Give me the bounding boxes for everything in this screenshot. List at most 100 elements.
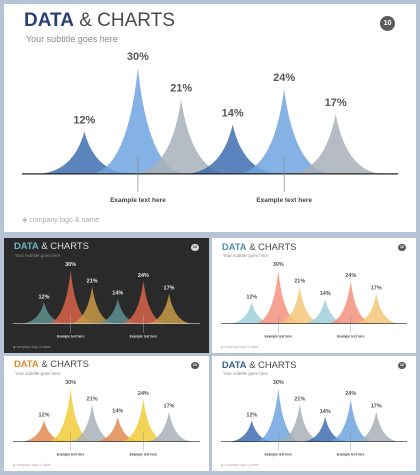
value-label-4: 14% (222, 107, 244, 119)
slide-main[interactable]: DATA & CHARTS Your subtitle goes here 10 12… (4, 4, 416, 232)
logo-text: company logo & name (29, 217, 99, 224)
value-label-5: 24% (138, 391, 149, 397)
annotation-text-1: Example text here (57, 453, 85, 457)
page-number-badge: 10 (380, 16, 395, 31)
spike-4 (93, 298, 143, 324)
slide-thumbnail-blue[interactable]: DATA & CHARTS Your subtitle goes here 10 12… (212, 356, 416, 471)
title-rest: & CHARTS (79, 10, 175, 31)
spike-6 (351, 293, 401, 324)
value-label-2: 30% (65, 262, 76, 268)
spike-3 (131, 99, 231, 174)
spike-2 (253, 270, 303, 324)
spike-1 (19, 420, 69, 442)
slide-subtitle: Your subtitle goes here (222, 370, 269, 376)
annotation-text-1: Example text here (265, 335, 293, 339)
value-label-5: 24% (345, 391, 356, 397)
value-label-4: 14% (320, 291, 331, 297)
title-bold-word: DATA (13, 240, 39, 252)
slide-thumbnail-pastel[interactable]: DATA & CHARTS Your subtitle goes here 10 12… (212, 238, 416, 353)
annotation-text-1: Example text here (57, 335, 85, 339)
value-label-2: 30% (127, 51, 149, 63)
spike-3 (275, 286, 325, 324)
annotation-text-2: Example text here (130, 453, 158, 457)
spike-6 (351, 411, 401, 442)
annotation-text-1: Example text here (110, 197, 166, 204)
title-bold-word: DATA (13, 358, 39, 370)
value-label-3: 21% (294, 396, 305, 402)
spike-4 (300, 416, 350, 442)
title-bold-word: DATA (221, 358, 247, 370)
spike-6 (286, 113, 386, 174)
title-rest: & CHARTS (41, 240, 89, 252)
value-label-1: 12% (38, 294, 49, 300)
spike-6 (144, 411, 194, 442)
value-label-3: 21% (87, 278, 98, 284)
slide-thumbnail-dark[interactable]: DATA & CHARTS Your subtitle goes here 10 12… (4, 238, 209, 353)
logo-text: company logo & name (224, 345, 259, 350)
spike-5 (234, 89, 334, 174)
value-label-4: 14% (112, 409, 123, 415)
annotation-text-2: Example text here (256, 197, 312, 204)
logo-text: company logo & name (16, 345, 52, 350)
value-label-3: 21% (87, 396, 98, 402)
spike-2 (88, 67, 188, 174)
value-label-6: 17% (371, 403, 382, 409)
slide-subtitle: Your subtitle goes here (26, 34, 118, 44)
title-rest: & CHARTS (249, 358, 297, 370)
slide-thumbnail-yellow[interactable]: DATA & CHARTS Your subtitle goes here 10 12… (4, 356, 209, 471)
spike-1 (227, 302, 277, 324)
page-number-badge: 10 (398, 243, 406, 252)
value-label-5: 24% (138, 273, 149, 279)
value-label-1: 12% (38, 412, 49, 418)
spike-5 (326, 280, 376, 324)
slide-subtitle: Your subtitle goes here (222, 252, 269, 258)
spike-5 (118, 398, 168, 442)
logo-icon: ◈ (12, 345, 17, 350)
value-label-3: 21% (170, 83, 192, 95)
logo-text: company logo & name (224, 463, 259, 468)
title-bold-word: DATA (221, 240, 247, 252)
spike-3 (67, 404, 117, 442)
spike-chart: 12% 30% 21% 14% 24% 17% Example text here Examp… (12, 380, 201, 457)
spike-chart: 12% 30% 21% 14% 24% 17% Example text here Examp… (22, 51, 398, 204)
title-rest: & CHARTS (41, 358, 89, 370)
slide-title: DATA & CHARTS (222, 359, 297, 370)
value-label-1: 12% (246, 294, 257, 300)
logo-icon: ◈ (22, 217, 30, 224)
page-number-badge: 10 (191, 243, 199, 252)
spike-2 (46, 270, 96, 324)
spike-5 (326, 398, 376, 442)
spike-5 (118, 280, 168, 324)
spike-1 (34, 131, 134, 174)
slide-title: DATA & CHARTS (14, 359, 89, 370)
company-logo: ◈ company logo & name (13, 463, 51, 467)
logo-icon: ◈ (220, 345, 225, 350)
annotation-text-1: Example text here (265, 453, 293, 457)
annotation-text-2: Example text here (337, 453, 365, 457)
value-label-6: 17% (325, 97, 347, 109)
value-label-5: 24% (273, 72, 295, 84)
value-label-2: 30% (65, 380, 76, 386)
value-label-4: 14% (112, 291, 123, 297)
annotation-text-2: Example text here (130, 335, 158, 339)
page-number-badge: 10 (191, 361, 199, 370)
company-logo: ◈ company logo & name (22, 216, 99, 224)
value-label-1: 12% (73, 114, 95, 126)
spike-chart: 12% 30% 21% 14% 24% 17% Example text here Examp… (12, 262, 201, 339)
title-bold-word: DATA (24, 10, 74, 31)
spike-chart: 12% 30% 21% 14% 24% 17% Example text here Examp… (220, 262, 408, 339)
slide-subtitle: Your subtitle goes here (14, 370, 61, 376)
slide-title: DATA & CHARTS (14, 241, 89, 252)
value-label-5: 24% (345, 273, 356, 279)
spike-3 (67, 286, 117, 324)
value-label-6: 17% (164, 285, 175, 291)
value-label-2: 30% (273, 262, 284, 268)
page-number-badge: 10 (398, 361, 406, 370)
logo-icon: ◈ (220, 463, 225, 468)
spike-6 (144, 293, 194, 324)
spike-2 (46, 388, 96, 442)
slide-title: DATA & CHARTS (24, 10, 175, 32)
value-label-6: 17% (164, 403, 175, 409)
logo-icon: ◈ (12, 463, 17, 468)
value-label-3: 21% (294, 278, 305, 284)
